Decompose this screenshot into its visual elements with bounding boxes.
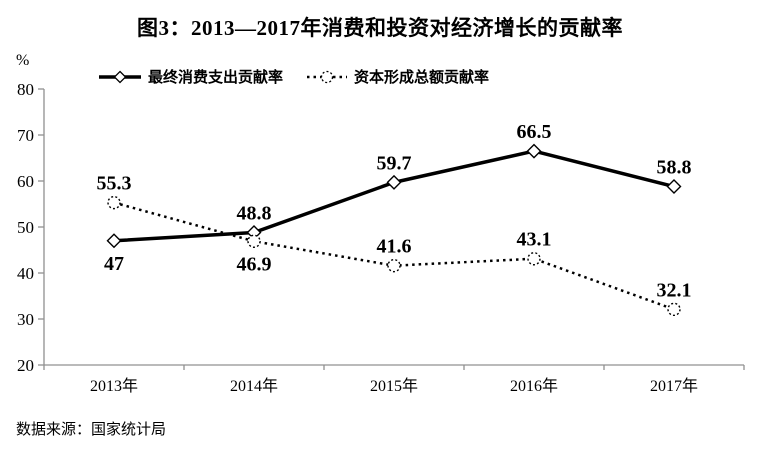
y-tick-label: 20 [17, 356, 34, 375]
solid-line-diamond-icon [99, 70, 141, 83]
diamond-marker [666, 179, 682, 195]
circle-marker [387, 258, 401, 273]
data-label: 43.1 [517, 229, 552, 251]
circle-marker [107, 195, 121, 210]
y-tick-label: 70 [17, 126, 34, 145]
data-label: 41.6 [377, 236, 412, 258]
y-tick-label: 50 [17, 218, 34, 237]
legend: 最终消费支出贡献率 资本形成总额贡献率 [99, 66, 489, 87]
diamond-marker [526, 143, 542, 159]
y-axis-unit-label: % [16, 52, 30, 69]
circle-marker [667, 302, 681, 317]
chart-title: 图3：2013—2017年消费和投资对经济增长的贡献率 [137, 16, 623, 40]
legend-label-capital: 资本形成总额贡献率 [354, 69, 490, 86]
x-category-label: 2013年 [90, 377, 138, 395]
data-label: 46.9 [237, 253, 272, 275]
circle-marker [247, 234, 261, 248]
data-label: 58.8 [657, 157, 692, 179]
y-tick-label: 80 [17, 80, 34, 99]
dotted-line-circle-icon [307, 70, 348, 83]
x-category-label: 2015年 [370, 377, 418, 395]
legend-label-consumption: 最终消费支出贡献率 [148, 69, 284, 86]
x-category-label: 2014年 [230, 377, 278, 395]
data-label: 32.1 [657, 279, 692, 301]
diamond-marker [386, 174, 402, 190]
circle-marker [527, 252, 541, 266]
legend-item-capital: 资本形成总额贡献率 [307, 66, 489, 87]
y-tick-label: 40 [17, 264, 34, 283]
x-category-label: 2017年 [650, 377, 698, 395]
y-tick-label: 60 [17, 172, 34, 191]
y-tick-label: 30 [17, 310, 34, 329]
data-label: 48.8 [237, 203, 272, 225]
data-label: 55.3 [97, 173, 132, 195]
data-label: 47 [104, 253, 124, 275]
data-label: 59.7 [377, 152, 412, 174]
diamond-marker [106, 233, 122, 249]
legend-item-consumption: 最终消费支出贡献率 [99, 66, 283, 87]
x-category-label: 2016年 [510, 377, 558, 395]
source-note: 数据来源：国家统计局 [16, 421, 167, 438]
data-label: 66.5 [517, 121, 552, 143]
